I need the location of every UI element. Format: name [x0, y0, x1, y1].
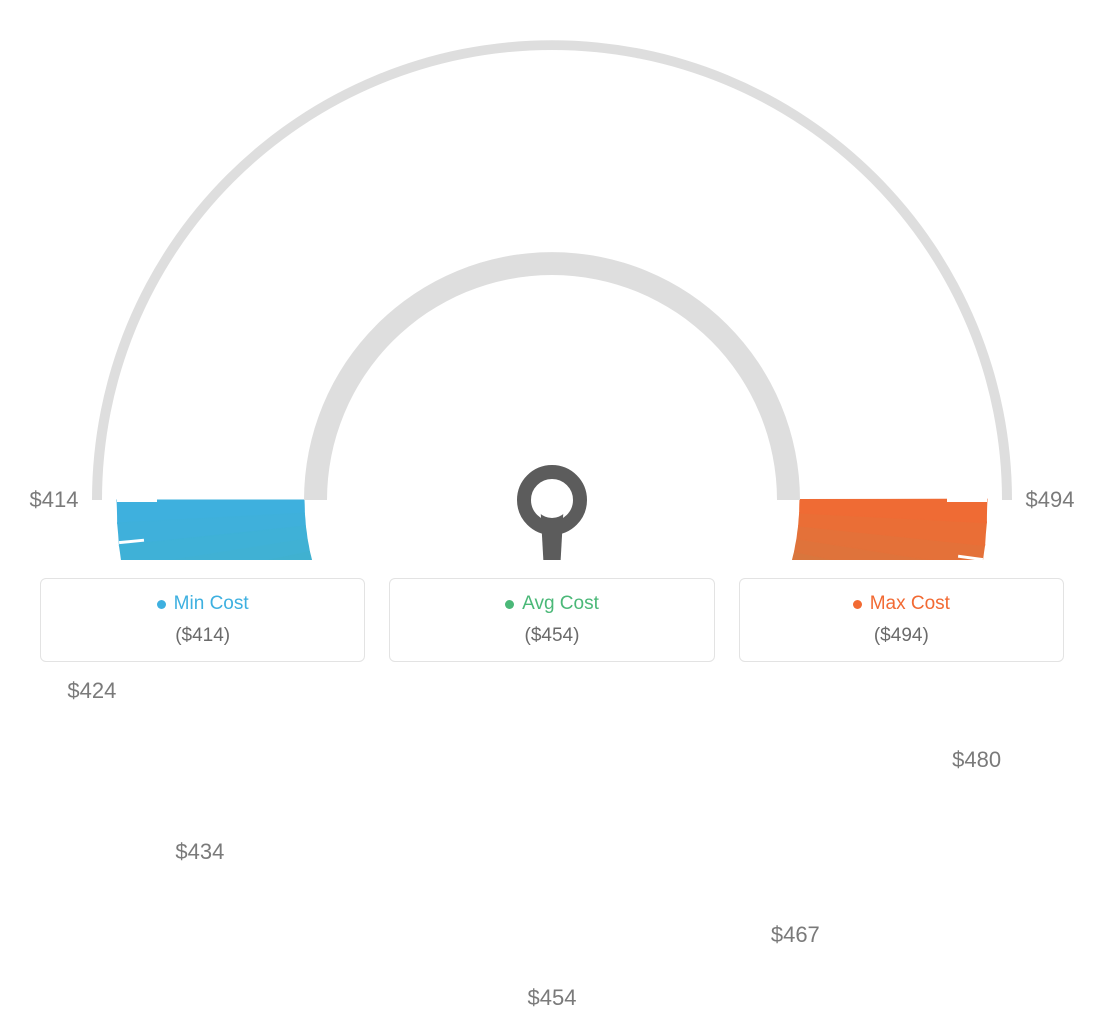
legend-value-max: ($494) — [748, 625, 1055, 647]
tick-label: $494 — [1026, 487, 1075, 513]
legend-card-max: Max Cost ($494) — [739, 578, 1064, 662]
tick-label: $434 — [175, 839, 224, 865]
tick-label: $414 — [30, 487, 79, 513]
tick-label: $454 — [528, 985, 577, 1011]
legend-dot-min — [157, 600, 166, 609]
legend-title-row: Max Cost — [748, 593, 1055, 615]
legend-title-row: Avg Cost — [398, 593, 705, 615]
legend-dot-avg — [505, 600, 514, 609]
legend-card-min: Min Cost ($414) — [40, 578, 365, 662]
tick-label: $480 — [952, 747, 1001, 773]
legend-value-min: ($414) — [49, 625, 356, 647]
legend-title-avg: Avg Cost — [522, 593, 599, 615]
legend-title-max: Max Cost — [870, 593, 950, 615]
legend-value-avg: ($454) — [398, 625, 705, 647]
legend-title-min: Min Cost — [174, 593, 249, 615]
legend-card-avg: Avg Cost ($454) — [389, 578, 714, 662]
legend-row: Min Cost ($414) Avg Cost ($454) Max Cost… — [40, 578, 1064, 662]
legend-title-row: Min Cost — [49, 593, 356, 615]
chart-container: $414$424$434$454$467$480$494 Min Cost ($… — [0, 0, 1104, 690]
tick-label: $467 — [771, 922, 820, 948]
tick-label: $424 — [67, 678, 116, 704]
gauge-svg — [0, 0, 1104, 560]
legend-dot-max — [853, 600, 862, 609]
gauge-chart: $414$424$434$454$467$480$494 — [0, 0, 1104, 560]
